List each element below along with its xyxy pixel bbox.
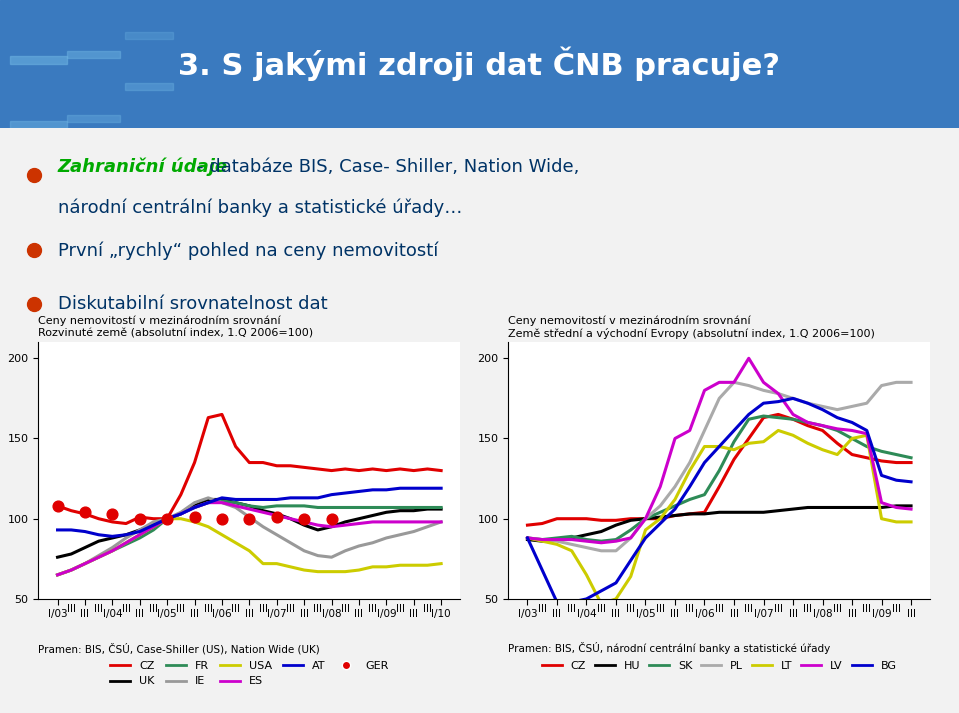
Text: III: III	[774, 604, 783, 614]
Text: III: III	[395, 604, 405, 614]
Text: III: III	[686, 604, 694, 614]
Text: III: III	[259, 604, 268, 614]
Point	[242, 513, 257, 525]
Text: III: III	[203, 604, 213, 614]
Bar	[67, 51, 120, 58]
Text: Ceny nemovitostí v mezinárodním srovnání: Ceny nemovitostí v mezinárodním srovnání	[508, 316, 751, 327]
Point	[214, 513, 229, 525]
Text: Pramen: BIS, ČSÚ, Case-Shiller (US), Nation Wide (UK): Pramen: BIS, ČSÚ, Case-Shiller (US), Nat…	[38, 643, 320, 655]
Text: III: III	[67, 604, 76, 614]
Text: III: III	[149, 604, 158, 614]
Text: III: III	[656, 604, 665, 614]
Legend: CZ, HU, SK, PL, LT, LV, BG: CZ, HU, SK, PL, LT, LV, BG	[537, 657, 901, 675]
Text: III: III	[596, 604, 606, 614]
Point	[105, 508, 120, 520]
Text: III: III	[832, 604, 842, 614]
Legend: CZ, UK, FR, IE, USA, ES, AT, GER: CZ, UK, FR, IE, USA, ES, AT, GER	[105, 657, 393, 691]
Text: III: III	[314, 604, 322, 614]
Point	[296, 513, 312, 525]
Text: Rozvinuté země (absolutní index, 1.Q 2006=100): Rozvinuté země (absolutní index, 1.Q 200…	[38, 329, 314, 339]
Bar	[125, 83, 173, 90]
Text: III: III	[122, 604, 130, 614]
Text: III: III	[567, 604, 576, 614]
Text: III: III	[714, 604, 724, 614]
Text: Zahraniční údaje: Zahraniční údaje	[58, 158, 227, 176]
Text: III: III	[423, 604, 432, 614]
Text: III: III	[340, 604, 350, 614]
Point	[132, 513, 148, 525]
Text: III: III	[626, 604, 635, 614]
Text: III: III	[231, 604, 240, 614]
Text: První „rychly“ pohled na ceny nemovitostí: První „rychly“ pohled na ceny nemovitost…	[58, 241, 438, 260]
Bar	[10, 120, 67, 128]
Bar	[125, 32, 173, 39]
Text: III: III	[286, 604, 295, 614]
Text: III: III	[368, 604, 377, 614]
Text: Diskutabilní srovnatelnost dat: Diskutabilní srovnatelnost dat	[58, 294, 327, 313]
Text: III: III	[892, 604, 901, 614]
Bar	[10, 56, 67, 64]
Point	[269, 511, 285, 523]
Text: III: III	[94, 604, 104, 614]
Point	[159, 513, 175, 525]
Text: III: III	[804, 604, 812, 614]
Text: Pramen: BIS, ČSÚ, národní centrální banky a statistické úřady: Pramen: BIS, ČSÚ, národní centrální bank…	[508, 642, 830, 655]
Text: - databáze BIS, Case- Shiller, Nation Wide,: - databáze BIS, Case- Shiller, Nation Wi…	[197, 158, 579, 176]
Text: 3. S jakými zdroji dat ČNB pracuje?: 3. S jakými zdroji dat ČNB pracuje?	[178, 47, 781, 81]
Point	[324, 513, 339, 525]
Text: Země střední a východní Evropy (absolutní index, 1.Q 2006=100): Země střední a východní Evropy (absolutn…	[508, 327, 876, 339]
Text: národní centrální banky a statistické úřady…: národní centrální banky a statistické úř…	[58, 198, 462, 217]
Bar	[67, 115, 120, 122]
Text: III: III	[176, 604, 185, 614]
Text: III: III	[862, 604, 872, 614]
Point	[187, 511, 202, 523]
Text: Ceny nemovitostí v mezinárodním srovnání: Ceny nemovitostí v mezinárodním srovnání	[38, 316, 281, 327]
Text: III: III	[538, 604, 547, 614]
Text: III: III	[744, 604, 753, 614]
Point	[50, 501, 65, 512]
Point	[78, 506, 93, 518]
